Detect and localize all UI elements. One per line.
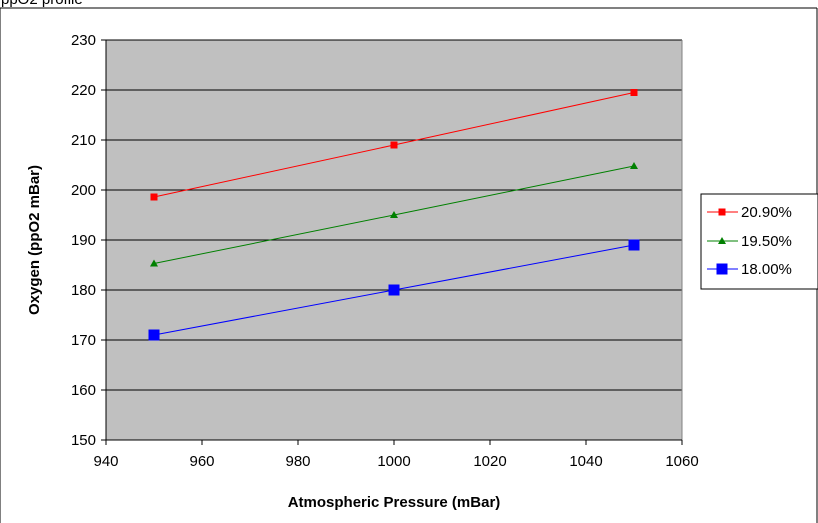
y-tick-label: 190 (71, 232, 96, 249)
gridlines (106, 39, 682, 391)
x-tick-label: 1060 (665, 453, 698, 470)
data-point-marker (390, 141, 398, 149)
axes (101, 39, 683, 445)
x-tick-label: 940 (93, 453, 118, 470)
x-tick-label: 1020 (473, 453, 506, 470)
y-tick-label: 230 (71, 32, 96, 49)
y-tick-label: 180 (71, 282, 96, 299)
data-point-marker (150, 259, 158, 267)
data-point-marker (390, 211, 398, 218)
data-point-marker (630, 162, 638, 169)
x-tick-label: 1000 (377, 453, 410, 470)
legend-label: 20.90% (741, 204, 792, 221)
legend-marker (718, 237, 726, 244)
y-tick-label: 220 (71, 82, 96, 99)
y-tick-label: 160 (71, 382, 96, 399)
legend-label: 18.00% (741, 261, 792, 278)
x-tick-label: 980 (285, 453, 310, 470)
data-point-marker (628, 239, 640, 251)
legend-marker (716, 263, 728, 275)
tick-labels: 150 160 170 180 190 200 210 220 230 940 960 980 1000… (71, 32, 699, 470)
cut-off-title: ppO2 profile (1, 0, 83, 8)
data-point-marker (148, 329, 160, 341)
x-axis-title: Atmospheric Pressure (mBar) (288, 494, 501, 511)
legend-label: 19.50% (741, 233, 792, 250)
y-tick-label: 200 (71, 182, 96, 199)
x-tick-label: 960 (189, 453, 214, 470)
data-point-marker (388, 284, 400, 296)
y-tick-label: 210 (71, 132, 96, 149)
legend: 20.90% 19.50% 18.00% (700, 193, 818, 290)
series-group (148, 89, 640, 341)
data-point-marker (150, 193, 158, 201)
legend-marker (718, 208, 726, 216)
y-axis-title: Oxygen (ppO2 mBar) (26, 165, 43, 315)
data-point-marker (630, 89, 638, 96)
y-tick-label: 170 (71, 332, 96, 349)
y-tick-label: 150 (71, 432, 96, 449)
x-tick-label: 1040 (569, 453, 602, 470)
